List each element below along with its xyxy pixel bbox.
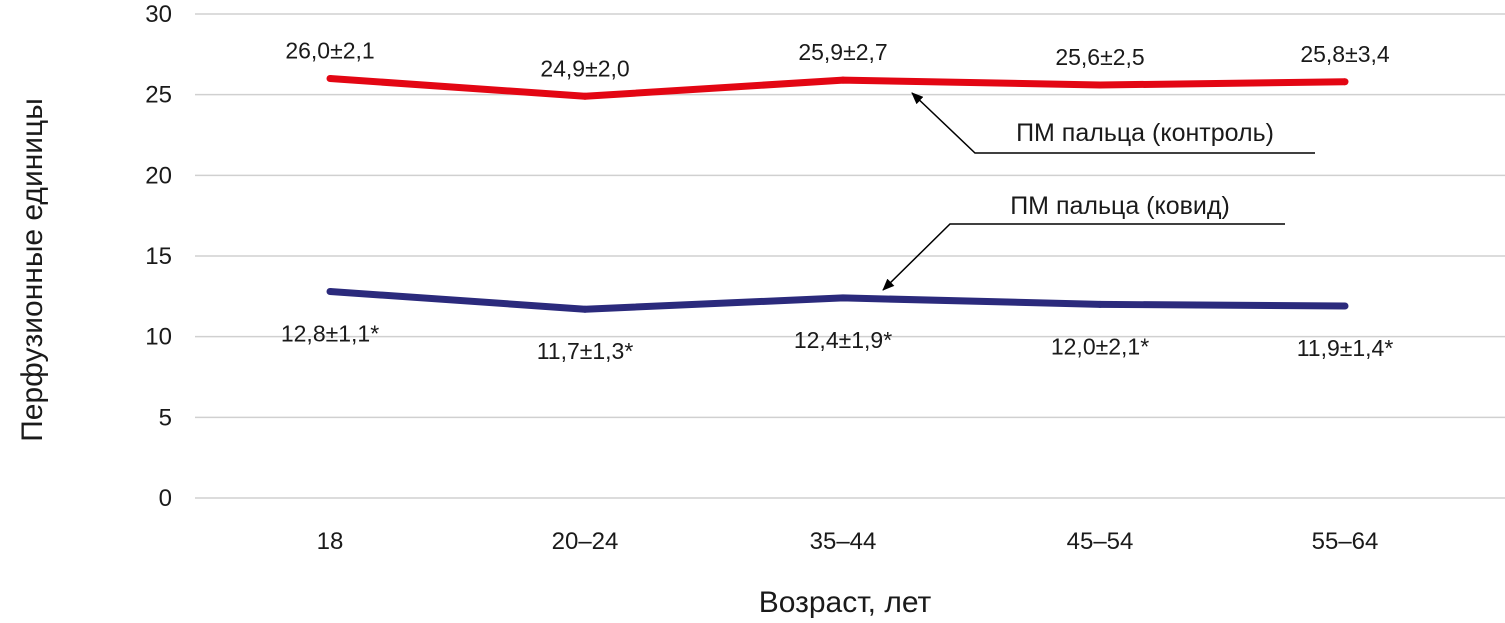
data-label: 12,4±1,9* bbox=[794, 327, 892, 353]
data-label: 25,8±3,4 bbox=[1300, 41, 1390, 67]
data-point bbox=[1341, 78, 1349, 86]
y-tick-label: 0 bbox=[159, 485, 172, 512]
callout-arrow bbox=[882, 223, 1285, 291]
data-label: 11,9±1,4* bbox=[1297, 335, 1394, 361]
data-point bbox=[1096, 300, 1104, 308]
data-label: 25,6±2,5 bbox=[1055, 44, 1144, 70]
callout-arrow bbox=[911, 92, 1315, 154]
y-axis-title: Перфузионные единицы bbox=[16, 98, 49, 442]
x-tick-label: 45–54 bbox=[1067, 528, 1134, 555]
y-tick-label: 25 bbox=[145, 82, 172, 109]
data-label: 26,0±2,1 bbox=[285, 38, 374, 64]
x-tick-label: 18 bbox=[317, 528, 344, 555]
x-axis-title: Возраст, лет bbox=[759, 586, 932, 619]
series-line-1 bbox=[329, 288, 1346, 313]
data-point bbox=[1341, 302, 1349, 310]
data-point bbox=[839, 294, 847, 302]
x-tick-label: 20–24 bbox=[552, 528, 619, 555]
data-point bbox=[1096, 81, 1104, 89]
x-tick-label: 35–44 bbox=[810, 528, 877, 555]
data-label: 25,9±2,7 bbox=[798, 39, 887, 65]
data-point bbox=[581, 305, 589, 313]
data-point bbox=[581, 92, 589, 100]
data-label: 12,0±2,1* bbox=[1051, 333, 1149, 359]
series-line-0 bbox=[329, 75, 1346, 100]
y-tick-label: 10 bbox=[145, 324, 172, 351]
x-tick-label: 55–64 bbox=[1312, 528, 1379, 555]
series-name-label: ПМ пальца (ковид) bbox=[1010, 192, 1230, 220]
data-point bbox=[326, 75, 334, 83]
data-point bbox=[839, 76, 847, 84]
data-label: 24,9±2,0 bbox=[540, 55, 629, 81]
data-label: 11,7±1,3* bbox=[537, 338, 634, 364]
y-tick-label: 5 bbox=[159, 404, 172, 431]
y-tick-label: 30 bbox=[145, 1, 172, 28]
data-label: 12,8±1,1* bbox=[281, 320, 379, 346]
series-name-label: ПМ пальца (контроль) bbox=[1016, 119, 1274, 147]
y-tick-label: 15 bbox=[145, 243, 172, 270]
data-point bbox=[326, 287, 334, 295]
y-tick-label: 20 bbox=[145, 162, 172, 189]
